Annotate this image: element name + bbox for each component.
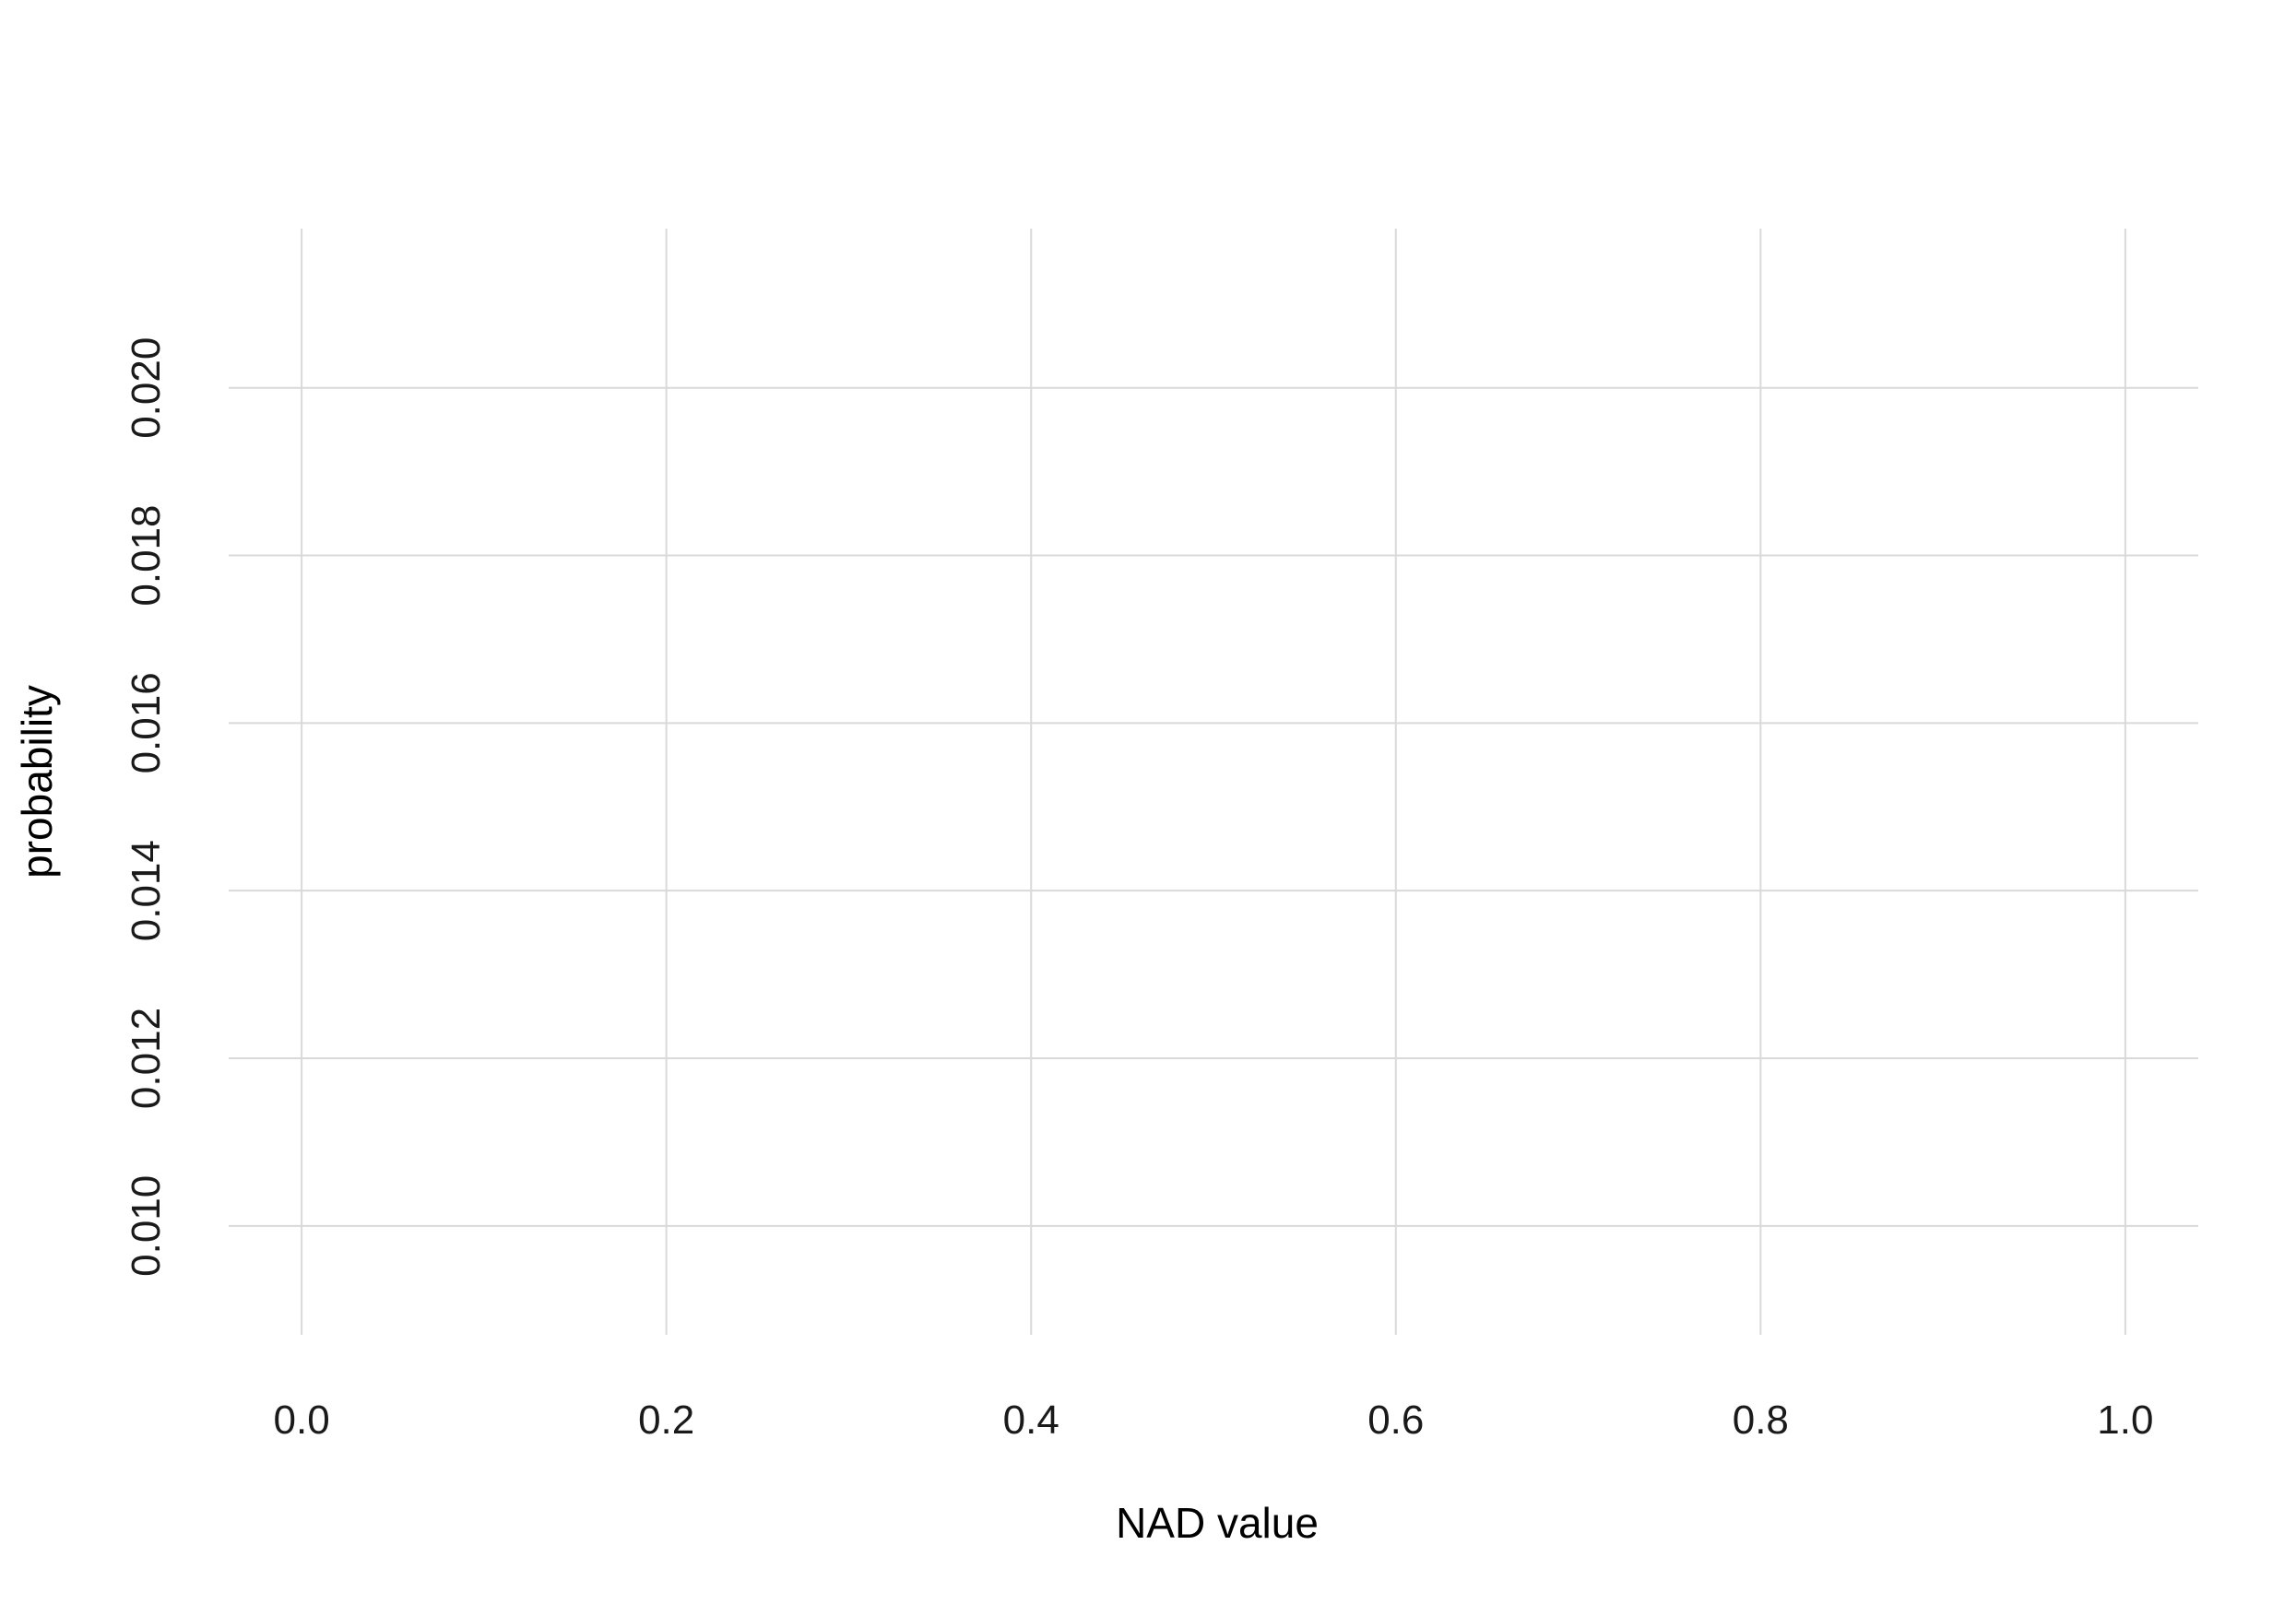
x-tick-label: 0.6	[1367, 1398, 1424, 1443]
y-axis-tick-labels: 0.010 0.012 0.014 0.016 0.018 0.020	[124, 337, 169, 1277]
vertical-gridlines	[301, 229, 2126, 1335]
y-tick-label: 0.014	[124, 840, 169, 941]
x-tick-label: 1.0	[2097, 1398, 2153, 1443]
x-tick-label: 0.0	[274, 1398, 330, 1443]
y-tick-label: 0.016	[124, 672, 169, 773]
x-tick-label: 0.8	[1733, 1398, 1789, 1443]
x-axis-title: NAD value	[1116, 1499, 1319, 1547]
y-axis-title: probability	[13, 685, 61, 879]
y-tick-label: 0.018	[124, 504, 169, 606]
x-tick-label: 0.2	[638, 1398, 694, 1443]
y-tick-label: 0.010	[124, 1175, 169, 1277]
x-axis-tick-labels: 0.0 0.2 0.4 0.6 0.8 1.0	[274, 1398, 2154, 1443]
horizontal-gridlines	[229, 386, 2198, 1227]
x-tick-label: 0.4	[1003, 1398, 1059, 1443]
y-tick-label: 0.012	[124, 1008, 169, 1109]
y-tick-label: 0.020	[124, 337, 169, 439]
